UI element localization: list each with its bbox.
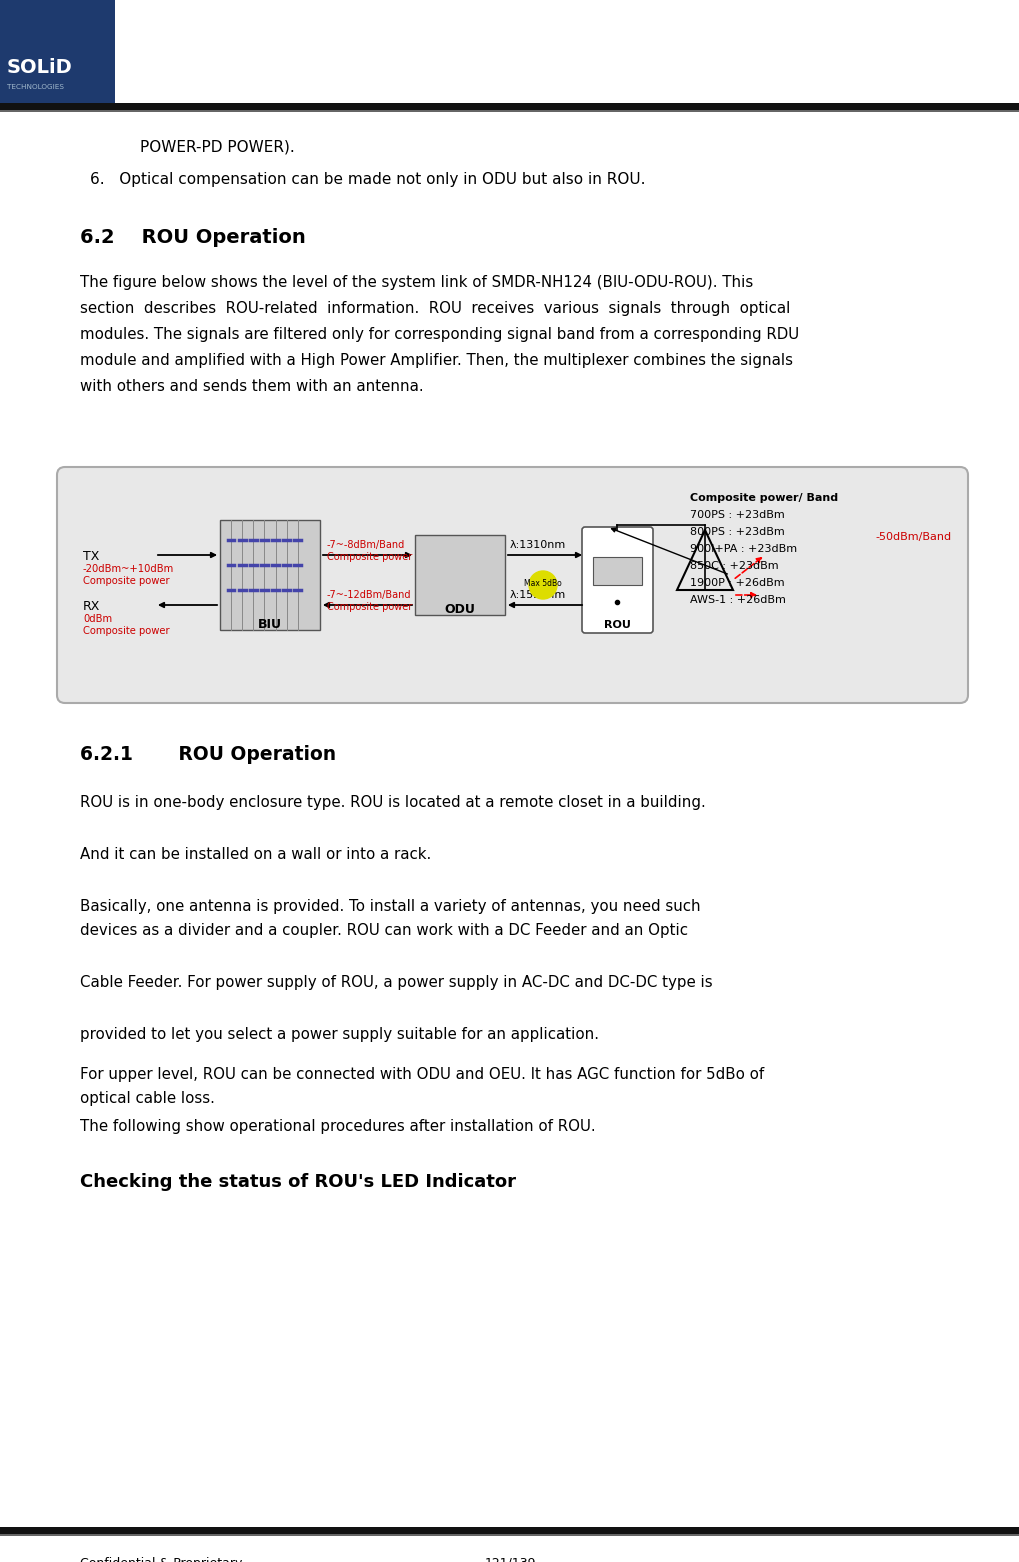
Text: Basically, one antenna is provided. To install a variety of antennas, you need s: Basically, one antenna is provided. To i… — [79, 900, 700, 914]
Bar — [0, 109, 1019, 112]
Text: modules. The signals are filtered only for corresponding signal band from a corr: modules. The signals are filtered only f… — [79, 326, 798, 342]
Text: optical cable loss.: optical cable loss. — [79, 1090, 215, 1106]
Text: The following show operational procedures after installation of ROU.: The following show operational procedure… — [79, 1118, 595, 1134]
Text: Max 5dBo: Max 5dBo — [524, 578, 561, 587]
Text: The figure below shows the level of the system link of SMDR-NH124 (BIU-ODU-ROU).: The figure below shows the level of the … — [79, 275, 752, 291]
Text: 6.   Optical compensation can be made not only in ODU but also in ROU.: 6. Optical compensation can be made not … — [90, 172, 645, 187]
Text: TECHNOLOGIES: TECHNOLOGIES — [7, 84, 64, 91]
Text: 800PS : +23dBm: 800PS : +23dBm — [689, 526, 784, 537]
Bar — [0, 1534, 1019, 1535]
Text: ROU is in one-body enclosure type. ROU is located at a remote closet in a buildi: ROU is in one-body enclosure type. ROU i… — [79, 795, 705, 811]
Text: RX: RX — [83, 600, 100, 612]
Text: Composite power: Composite power — [83, 626, 169, 636]
Text: -7~-12dBm/Band: -7~-12dBm/Band — [327, 590, 411, 600]
Text: 6.2.1       ROU Operation: 6.2.1 ROU Operation — [79, 745, 336, 764]
Text: POWER-PD POWER).: POWER-PD POWER). — [140, 141, 294, 155]
Text: Checking the status of ROU's LED Indicator: Checking the status of ROU's LED Indicat… — [79, 1173, 516, 1190]
Text: -7~-8dBm/Band: -7~-8dBm/Band — [327, 540, 405, 550]
Text: -50dBm/Band: -50dBm/Band — [874, 533, 950, 542]
Text: BIU: BIU — [258, 619, 281, 631]
Text: AWS-1 : +26dBm: AWS-1 : +26dBm — [689, 595, 785, 604]
Text: 121/139: 121/139 — [484, 1557, 535, 1562]
Text: 700PS : +23dBm: 700PS : +23dBm — [689, 511, 784, 520]
Bar — [0, 103, 1019, 109]
Text: Composite power: Composite power — [327, 601, 412, 612]
Text: 1900P : +26dBm: 1900P : +26dBm — [689, 578, 784, 587]
Text: devices as a divider and a coupler. ROU can work with a DC Feeder and an Optic: devices as a divider and a coupler. ROU … — [79, 923, 688, 939]
Text: 6.2    ROU Operation: 6.2 ROU Operation — [79, 228, 306, 247]
Text: -20dBm~+10dBm: -20dBm~+10dBm — [83, 564, 174, 573]
Text: SOLiD: SOLiD — [7, 58, 72, 77]
Text: λ:1550nm: λ:1550nm — [510, 590, 566, 600]
FancyBboxPatch shape — [582, 526, 652, 633]
Text: 0dBm: 0dBm — [83, 614, 112, 623]
Text: Confidential & Proprietary: Confidential & Proprietary — [79, 1557, 243, 1562]
Text: For upper level, ROU can be connected with ODU and OEU. It has AGC function for : For upper level, ROU can be connected wi… — [79, 1067, 763, 1082]
Bar — [592, 558, 641, 586]
Text: TX: TX — [83, 550, 99, 562]
Text: provided to let you select a power supply suitable for an application.: provided to let you select a power suppl… — [79, 1026, 598, 1042]
Bar — [220, 520, 320, 629]
Text: Composite power: Composite power — [83, 576, 169, 586]
Text: Composite power/ Band: Composite power/ Band — [689, 494, 838, 503]
FancyBboxPatch shape — [57, 467, 967, 703]
Text: 900I+PA : +23dBm: 900I+PA : +23dBm — [689, 544, 796, 555]
Bar — [415, 536, 504, 615]
Text: ROU: ROU — [603, 620, 631, 629]
Bar — [0, 1528, 1019, 1534]
Text: And it can be installed on a wall or into a rack.: And it can be installed on a wall or int… — [79, 847, 431, 862]
Text: section  describes  ROU-related  information.  ROU  receives  various  signals  : section describes ROU-related informatio… — [79, 301, 790, 316]
Bar — [0, 0, 115, 103]
Text: 850C : +23dBm: 850C : +23dBm — [689, 561, 777, 572]
Text: Composite power: Composite power — [327, 551, 412, 562]
Text: ODU: ODU — [444, 603, 475, 615]
Text: with others and sends them with an antenna.: with others and sends them with an anten… — [79, 380, 423, 394]
Circle shape — [529, 572, 556, 598]
Text: module and amplified with a High Power Amplifier. Then, the multiplexer combines: module and amplified with a High Power A… — [79, 353, 792, 369]
Text: Cable Feeder. For power supply of ROU, a power supply in AC-DC and DC-DC type is: Cable Feeder. For power supply of ROU, a… — [79, 975, 712, 990]
Text: λ:1310nm: λ:1310nm — [510, 540, 566, 550]
